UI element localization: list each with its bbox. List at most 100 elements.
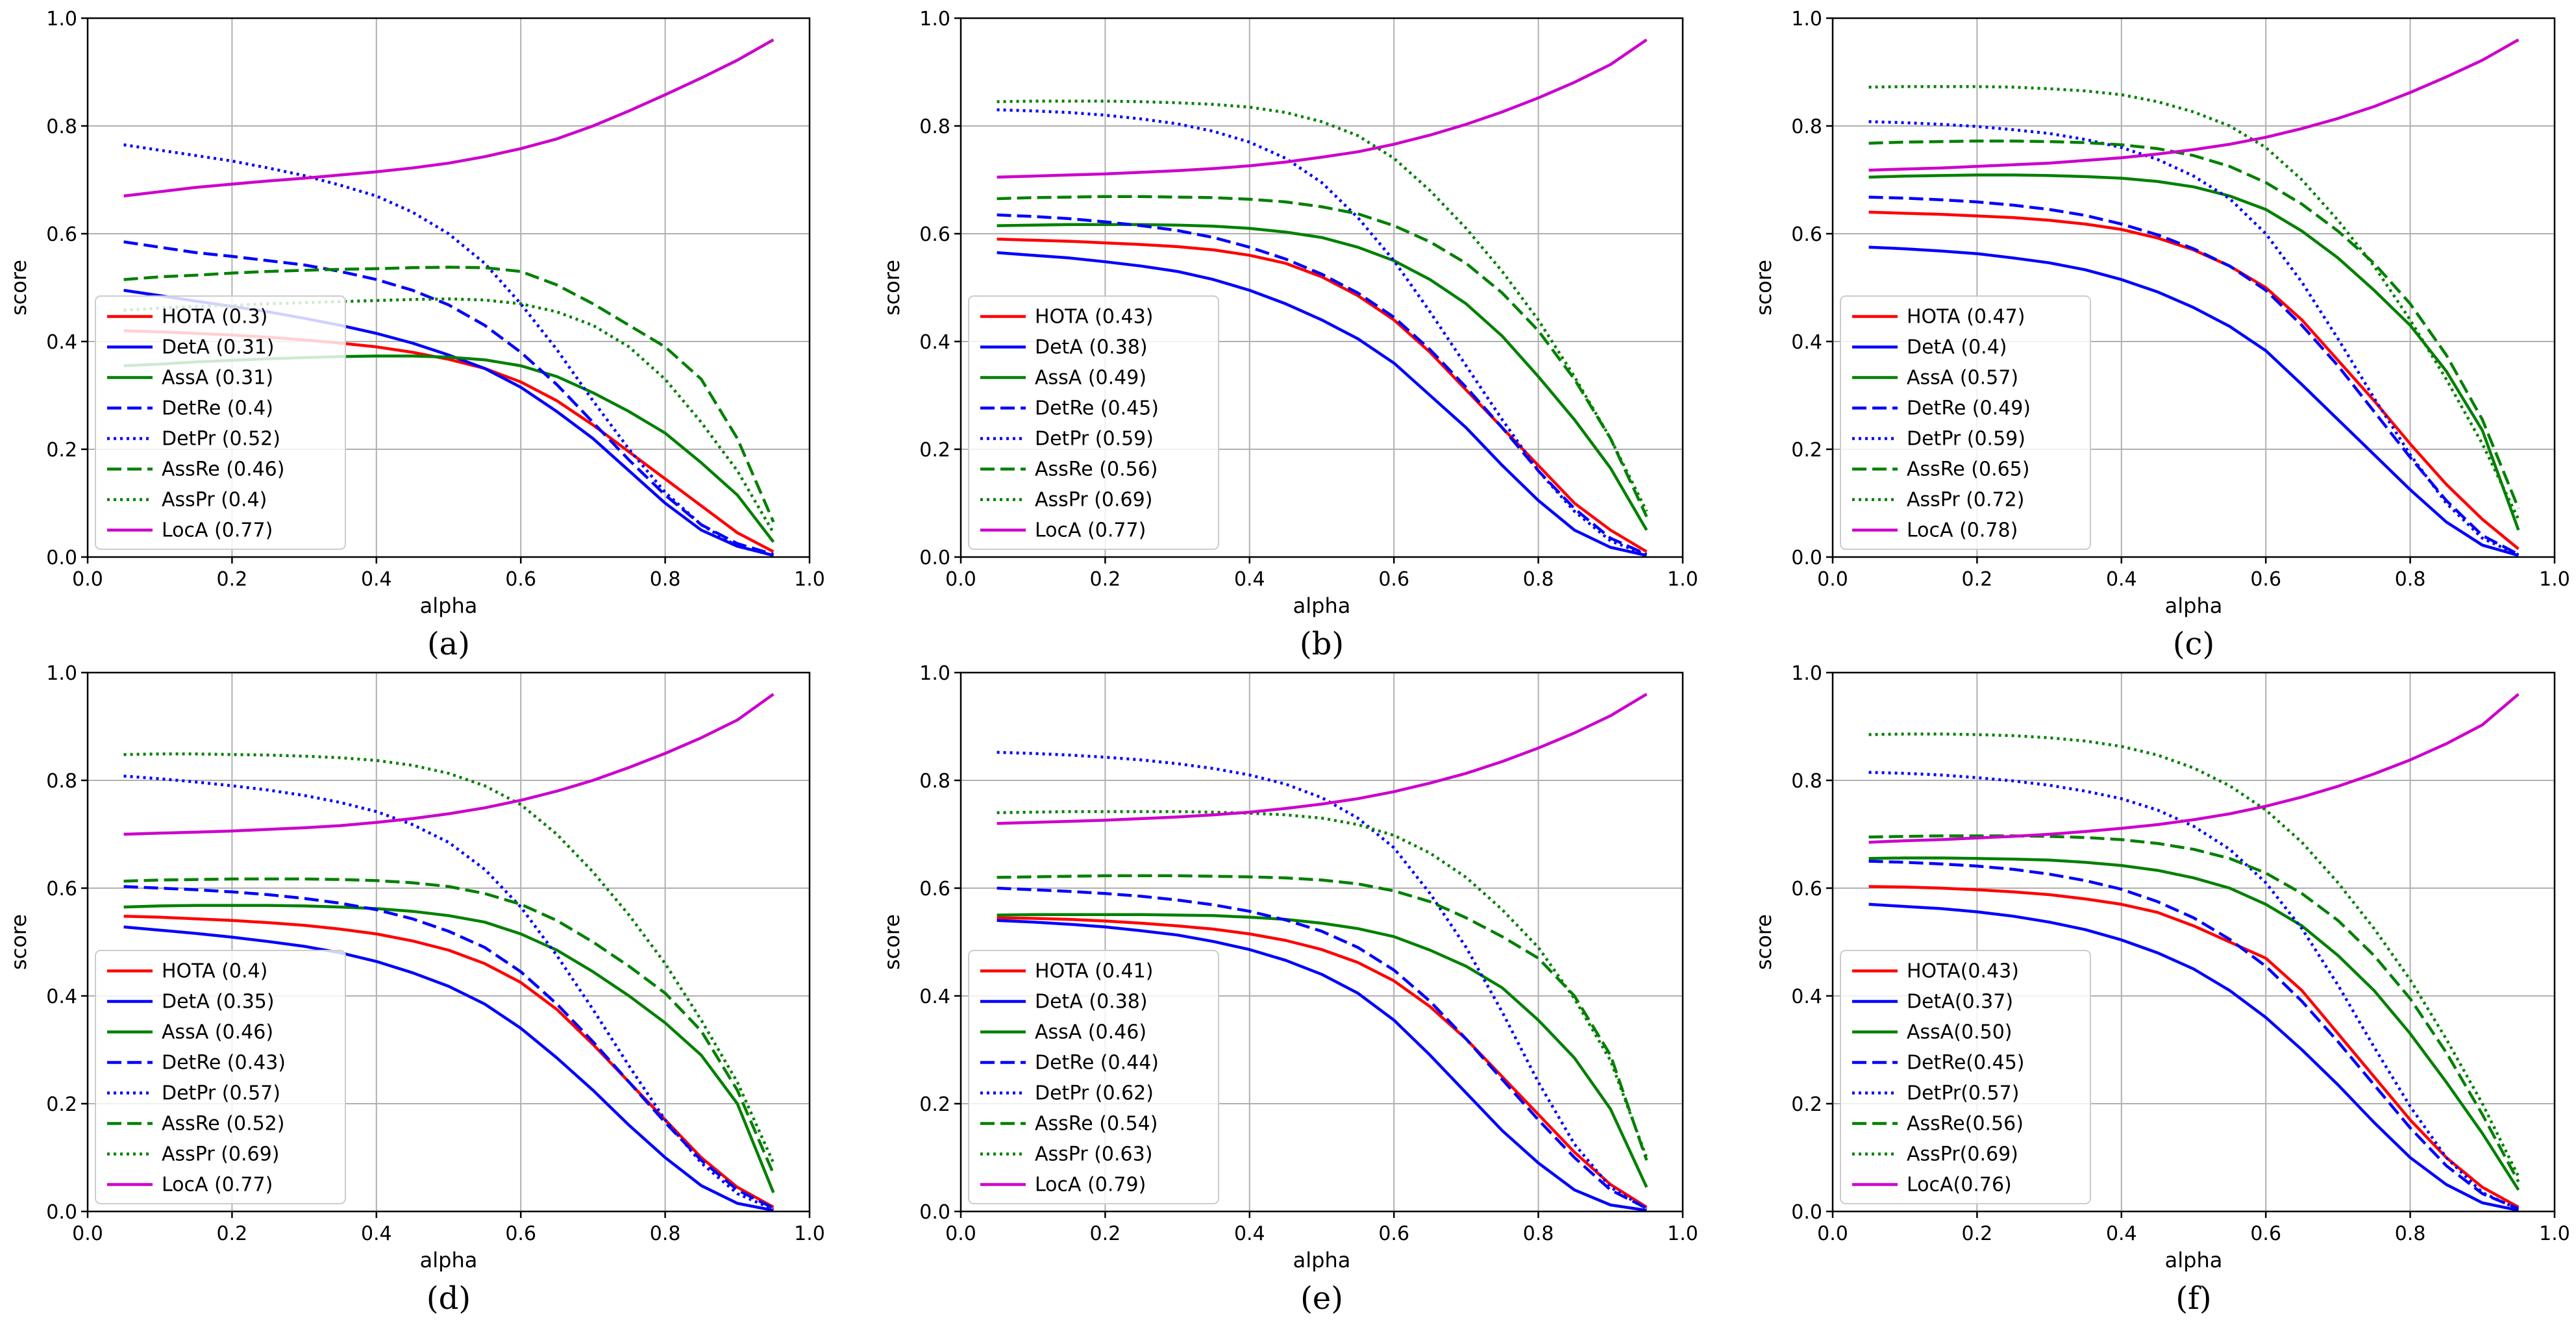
chart-b-y-tick-label-5: 1.0 [919,8,950,31]
chart-c-series-1 [1868,245,2520,557]
chart-d-y-axis-label: score [6,914,31,970]
chart-b-series-0 [997,238,1648,553]
chart-c-y-tick-label-5: 1.0 [1791,8,1822,31]
chart-d-series-2 [123,904,775,1193]
chart-b-y-tick-label-4: 0.8 [919,116,950,138]
chart-b-legend-label-1: DetA (0.38) [1035,336,1148,359]
chart-a-caption: (a) [427,626,470,662]
chart-a-y-tick-label-4: 0.8 [46,116,77,138]
chart-f-legend-label-3: DetRe(0.45) [1907,1052,2024,1074]
chart-a-legend-label-2: AssA (0.31) [162,367,273,390]
chart-a-x-tick-label-3: 0.6 [505,568,536,591]
chart-e-legend-label-4: DetPr (0.62) [1035,1082,1154,1105]
chart-f-x-tick-label-3: 0.6 [2250,1222,2281,1245]
chart-e-series-6 [997,810,1648,1158]
chart-e-series-5 [997,874,1648,1161]
chart-b-series-2 [997,223,1648,531]
chart-c-legend: HOTA (0.47) DetA (0.4) AssA (0.57) DetRe (0… [1840,295,2091,550]
chart-d-legend-label-4: DetPr (0.57) [162,1082,280,1105]
chart-e-legend-box [968,950,1219,1204]
chart-d-legend-label-0: HOTA (0.4) [162,960,267,983]
chart-a-legend-box [95,295,346,550]
chart-c-legend-box [1840,295,2091,550]
chart-c-x-tick-label-5: 1.0 [2539,568,2570,591]
chart-a-x-tick-label-5: 1.0 [794,568,825,591]
chart-a-y-tick-label-1: 0.2 [46,439,77,462]
chart-b-y-axis-label: score [880,260,904,316]
chart-e-legend-label-6: AssPr (0.63) [1035,1143,1152,1166]
chart-e-legend-label-1: DetA (0.38) [1035,991,1148,1013]
chart-c-series-7 [1868,38,2520,172]
chart-e-x-tick-label-1: 0.2 [1090,1222,1121,1245]
chart-c-y-tick-label-4: 0.8 [1791,116,1822,138]
chart-c-y-tick-label-3: 0.6 [1791,223,1822,246]
chart-d-series-7 [123,693,774,836]
chart-f-caption: (f) [2175,1280,2211,1317]
chart-e-series-2 [997,913,1648,1188]
chart-b-series-5 [997,195,1648,517]
chart-c-x-tick-label-3: 0.6 [2250,568,2281,591]
chart-f-series-4 [1868,771,2520,1211]
chart-a-axes-frame [86,17,811,558]
chart-a-series-5 [123,266,775,523]
chart-d-series-1 [123,925,774,1212]
chart-b-y-tick-label-0: 0.0 [919,547,950,569]
chart-a-x-tick-label-4: 0.8 [650,568,681,591]
chart-d-series-6 [123,752,775,1164]
chart-a-y-tick-label-0: 0.0 [46,547,77,569]
chart-f-y-tick-label-1: 0.2 [1791,1093,1822,1116]
chart-d-y-tick-label-3: 0.6 [46,878,77,900]
chart-c-legend-label-1: DetA (0.4) [1907,336,2007,359]
chart-b-x-tick-label-2: 0.4 [1234,568,1265,591]
chart-e-series-0 [997,916,1648,1209]
chart-a-series-6 [123,297,775,534]
chart-e-x-tick-label-4: 0.8 [1523,1222,1554,1245]
chart-a-series-7 [123,38,774,198]
chart-e-y-tick-label-5: 1.0 [919,662,950,685]
chart-c-legend-label-6: AssPr (0.72) [1907,489,2024,512]
chart-a-y-tick-label-5: 1.0 [46,8,77,31]
chart-b-legend-label-4: DetPr (0.59) [1035,428,1154,451]
chart-f-y-tick-label-5: 1.0 [1791,662,1822,685]
chart-c-x-axis-label: alpha [2165,593,2223,618]
chart-a-series-4 [123,143,774,557]
chart-c-y-tick-label-1: 0.2 [1791,439,1822,462]
chart-d-legend-box [95,950,346,1204]
chart-c-series-3 [1868,195,2520,556]
chart-f-legend-label-2: AssA(0.50) [1907,1021,2012,1044]
chart-f-x-tick-label-2: 0.4 [2106,1222,2137,1245]
chart-e-legend: HOTA (0.41) DetA (0.38) AssA (0.46) DetRe (… [968,950,1219,1204]
chart-d-legend-label-3: DetRe (0.43) [162,1052,286,1074]
chart-d-x-tick-label-3: 0.6 [505,1222,536,1245]
chart-a-y-tick-label-3: 0.6 [46,223,77,246]
chart-d-legend-label-2: AssA (0.46) [162,1021,273,1044]
chart-b-x-tick-label-4: 0.8 [1523,568,1554,591]
chart-d-x-tick-label-4: 0.8 [650,1222,681,1245]
chart-f-series-2 [1868,856,2520,1191]
chart-f-y-tick-label-0: 0.0 [1791,1201,1822,1224]
chart-f-axes-frame [1831,671,2556,1213]
chart-b-series-3 [997,213,1648,556]
chart-f-legend-box [1840,950,2091,1204]
chart-b-x-tick-label-1: 0.2 [1090,568,1121,591]
chart-d-series-5 [123,877,775,1174]
chart-b-legend: HOTA (0.43) DetA (0.38) AssA (0.49) DetRe (… [968,295,1219,550]
chart-e-y-tick-label-0: 0.0 [919,1201,950,1224]
chart-b-legend-label-2: AssA (0.49) [1035,367,1146,390]
chart-d-y-tick-label-1: 0.2 [46,1093,77,1116]
chart-d-y-tick-label-2: 0.4 [46,986,77,1008]
chart-e-series-3 [997,886,1648,1210]
chart-a-y-tick-label-2: 0.4 [46,331,77,354]
chart-b-legend-label-7: LocA (0.77) [1035,519,1146,542]
chart-b-caption: (b) [1300,626,1344,662]
chart-f-legend-label-7: LocA(0.76) [1907,1174,2012,1197]
chart-c-legend-label-3: DetRe (0.49) [1907,397,2031,420]
chart-c-x-tick-label-0: 0.0 [1817,568,1848,591]
chart-e-legend-label-0: HOTA (0.41) [1035,960,1153,983]
chart-c-legend-label-2: AssA (0.57) [1907,367,2018,390]
chart-d-legend-label-5: AssRe (0.52) [162,1113,284,1135]
chart-e-y-tick-label-3: 0.6 [919,878,950,900]
chart-f-legend-label-1: DetA(0.37) [1907,991,2013,1013]
chart-a: 0.0 0.2 0.4 0.6 0.8 1.0 0.0 0.2 0.4 0.6 0.8 1.0 alph… [6,8,825,662]
chart-a-series-3 [123,240,774,556]
